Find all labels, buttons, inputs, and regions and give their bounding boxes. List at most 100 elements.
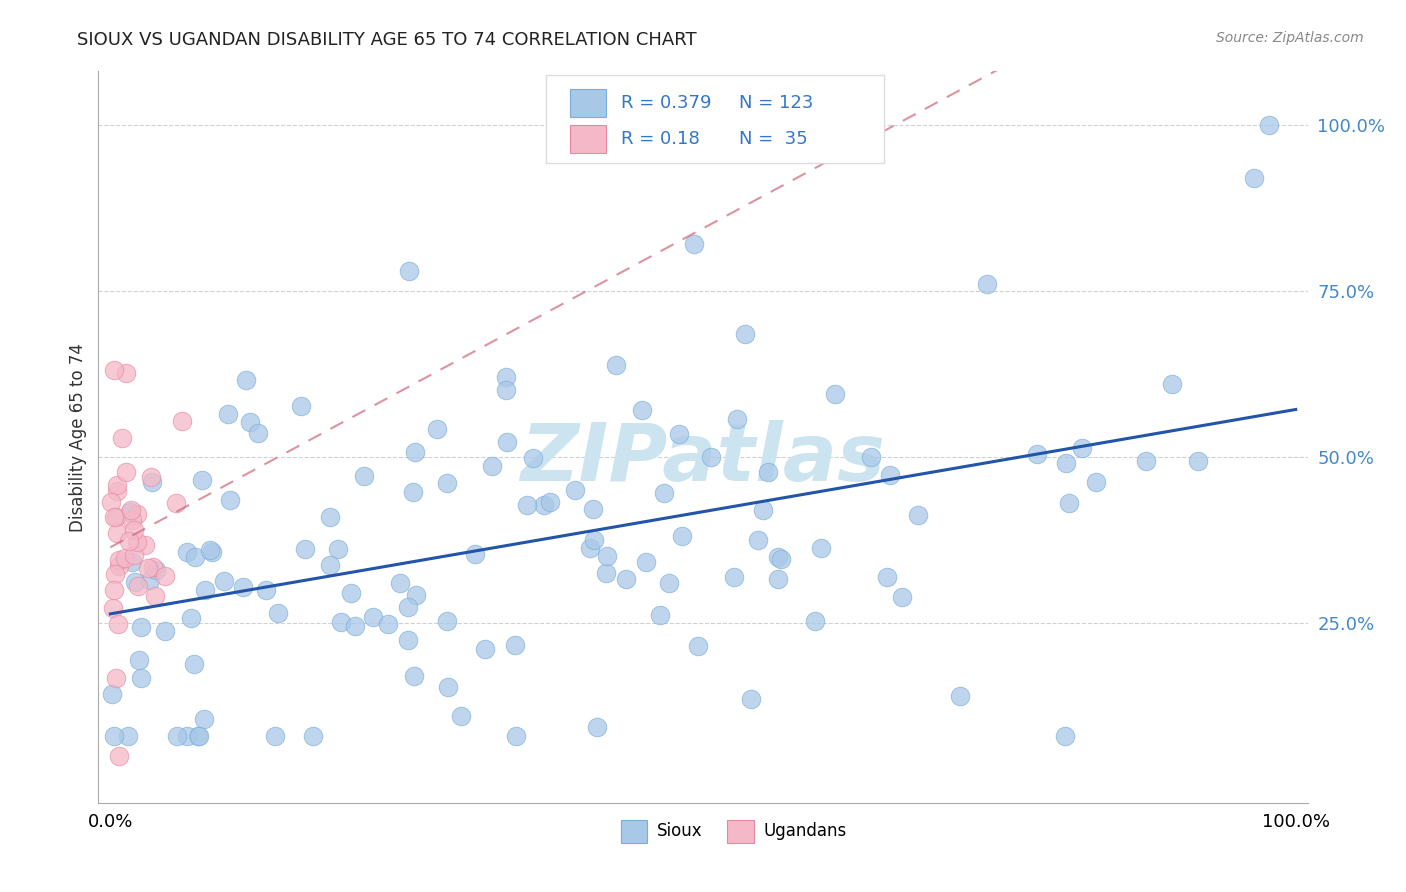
Point bbox=[108, 559, 131, 574]
Point bbox=[1070, 441, 1092, 455]
Point bbox=[122, 548, 145, 562]
Point bbox=[564, 483, 586, 497]
Text: N = 123: N = 123 bbox=[740, 94, 814, 112]
Point bbox=[860, 450, 883, 464]
Point bbox=[1187, 453, 1209, 467]
Point bbox=[377, 616, 399, 631]
Point bbox=[139, 469, 162, 483]
Point bbox=[596, 549, 619, 563]
Point bbox=[496, 434, 519, 449]
Point bbox=[187, 729, 209, 743]
Point bbox=[725, 412, 748, 426]
FancyBboxPatch shape bbox=[546, 75, 884, 163]
Point bbox=[111, 431, 134, 445]
Point bbox=[579, 541, 602, 555]
Point bbox=[339, 586, 361, 600]
Point bbox=[1257, 118, 1279, 132]
Point bbox=[145, 563, 167, 577]
Point bbox=[495, 369, 517, 384]
Point bbox=[128, 653, 150, 667]
Point bbox=[246, 425, 269, 440]
Point bbox=[131, 672, 153, 686]
Point bbox=[751, 503, 773, 517]
Point bbox=[481, 458, 503, 473]
Point bbox=[124, 575, 146, 590]
Point bbox=[1025, 447, 1047, 461]
Point bbox=[1054, 456, 1077, 470]
Point bbox=[595, 566, 617, 580]
Point bbox=[121, 555, 143, 569]
Point bbox=[437, 680, 460, 694]
Point bbox=[404, 445, 426, 459]
Point bbox=[405, 588, 427, 602]
Point bbox=[129, 619, 152, 633]
Point bbox=[976, 277, 998, 292]
Point bbox=[115, 366, 138, 380]
Point bbox=[398, 264, 420, 278]
Bar bbox=[569, 89, 606, 117]
Point bbox=[201, 545, 224, 559]
Point bbox=[464, 547, 486, 561]
Point bbox=[505, 638, 527, 652]
Point bbox=[450, 709, 472, 723]
Point bbox=[396, 599, 419, 614]
Point bbox=[648, 607, 671, 622]
Point bbox=[734, 326, 756, 341]
Point bbox=[104, 672, 127, 686]
Point bbox=[723, 570, 745, 584]
Point bbox=[804, 614, 827, 628]
Bar bbox=[727, 820, 754, 843]
Point bbox=[396, 632, 419, 647]
Point bbox=[436, 475, 458, 490]
Point bbox=[353, 468, 375, 483]
Bar bbox=[569, 126, 606, 153]
Point bbox=[581, 502, 603, 516]
Point bbox=[103, 363, 125, 377]
Point bbox=[172, 414, 194, 428]
Point bbox=[100, 495, 122, 509]
Point bbox=[180, 611, 202, 625]
Point bbox=[108, 749, 131, 764]
Point bbox=[118, 505, 141, 519]
Point bbox=[183, 657, 205, 672]
Point bbox=[294, 542, 316, 557]
Point bbox=[688, 639, 710, 653]
Bar bbox=[621, 820, 647, 843]
Text: N =  35: N = 35 bbox=[740, 130, 808, 148]
Text: Sioux: Sioux bbox=[657, 822, 703, 840]
Point bbox=[1135, 454, 1157, 468]
Point bbox=[769, 552, 792, 566]
Point bbox=[522, 450, 544, 465]
Point bbox=[474, 642, 496, 657]
Point bbox=[1054, 729, 1077, 743]
Point bbox=[153, 624, 176, 639]
Point bbox=[344, 618, 367, 632]
Point bbox=[120, 503, 142, 517]
Point bbox=[107, 617, 129, 632]
Point bbox=[139, 574, 162, 588]
Point bbox=[134, 537, 156, 551]
Point bbox=[194, 583, 217, 598]
Point bbox=[176, 545, 198, 559]
Text: Ugandans: Ugandans bbox=[763, 822, 846, 840]
Point bbox=[103, 510, 125, 524]
Point bbox=[219, 492, 242, 507]
Point bbox=[217, 407, 239, 421]
Point bbox=[103, 566, 125, 581]
Point bbox=[585, 720, 607, 734]
Point bbox=[515, 499, 537, 513]
Point bbox=[329, 615, 352, 630]
Point bbox=[105, 478, 128, 492]
Point bbox=[361, 610, 384, 624]
Point bbox=[187, 729, 209, 743]
Point bbox=[605, 358, 627, 372]
Point bbox=[212, 574, 235, 588]
Point bbox=[631, 403, 654, 417]
Point bbox=[404, 669, 426, 683]
Point bbox=[1057, 496, 1080, 510]
Point bbox=[876, 570, 898, 584]
Text: ZIPatlas: ZIPatlas bbox=[520, 420, 886, 498]
Point bbox=[766, 572, 789, 586]
Point bbox=[949, 690, 972, 704]
Point bbox=[318, 558, 340, 573]
